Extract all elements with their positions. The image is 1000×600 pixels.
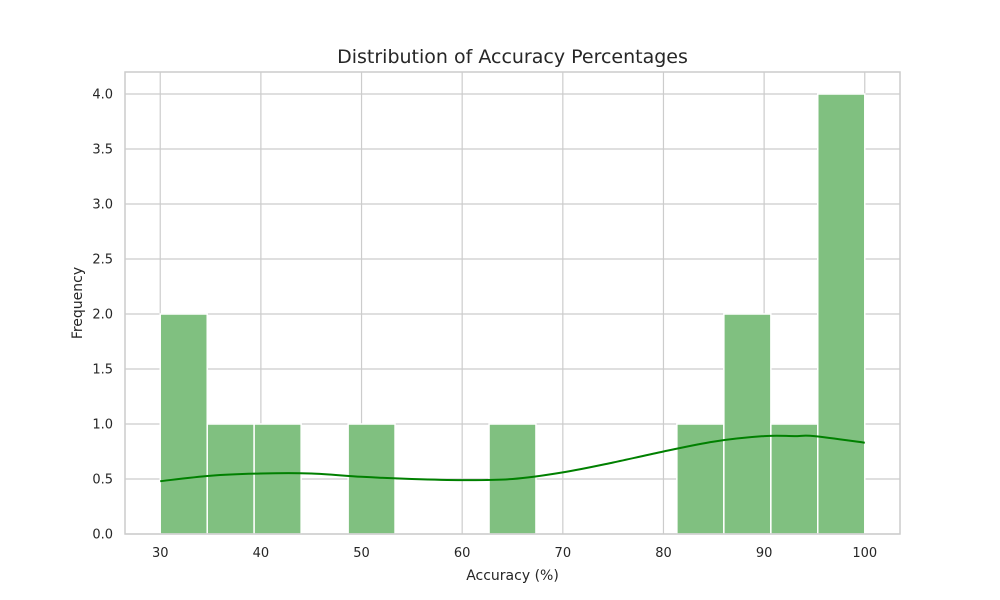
histogram-bar <box>723 313 772 535</box>
y-tick-label: 0.5 <box>92 473 113 488</box>
y-axis-label: Frequency <box>70 267 86 339</box>
x-tick-label: 90 <box>756 546 773 561</box>
chart-title: Distribution of Accuracy Percentages <box>337 46 688 68</box>
histogram-bar <box>206 423 255 535</box>
y-tick-label: 2.5 <box>92 253 113 268</box>
x-tick-label: 70 <box>555 546 572 561</box>
y-tick-label: 4.0 <box>92 88 113 103</box>
x-tick-label: 30 <box>152 546 169 561</box>
x-tick-label: 40 <box>253 546 270 561</box>
x-tick-label: 80 <box>655 546 672 561</box>
kde-line <box>160 434 865 483</box>
kde-curve-group <box>160 434 865 483</box>
x-tick-labels: 30 40 50 60 70 80 90 100 <box>152 546 877 561</box>
y-tick-label: 1.0 <box>92 418 113 433</box>
x-tick-label: 100 <box>852 546 877 561</box>
y-tick-labels: 0.0 0.5 1.0 1.5 2.0 2.5 3.0 3.5 4.0 <box>92 88 113 543</box>
histogram-bar <box>253 423 302 535</box>
y-tick-label: 1.5 <box>92 363 113 378</box>
histogram-bars <box>159 93 866 535</box>
histogram-bar <box>817 93 866 535</box>
x-tick-label: 50 <box>353 546 370 561</box>
y-tick-label: 3.5 <box>92 143 113 158</box>
histogram-bar <box>770 423 819 535</box>
y-tick-label: 2.0 <box>92 308 113 323</box>
y-tick-label: 0.0 <box>92 528 113 543</box>
histogram-bar <box>159 313 208 535</box>
plot-frame <box>124 71 901 535</box>
x-tick-label: 60 <box>454 546 471 561</box>
x-axis-label: Accuracy (%) <box>466 568 559 584</box>
y-tick-label: 3.0 <box>92 198 113 213</box>
histogram-bar <box>676 423 725 535</box>
